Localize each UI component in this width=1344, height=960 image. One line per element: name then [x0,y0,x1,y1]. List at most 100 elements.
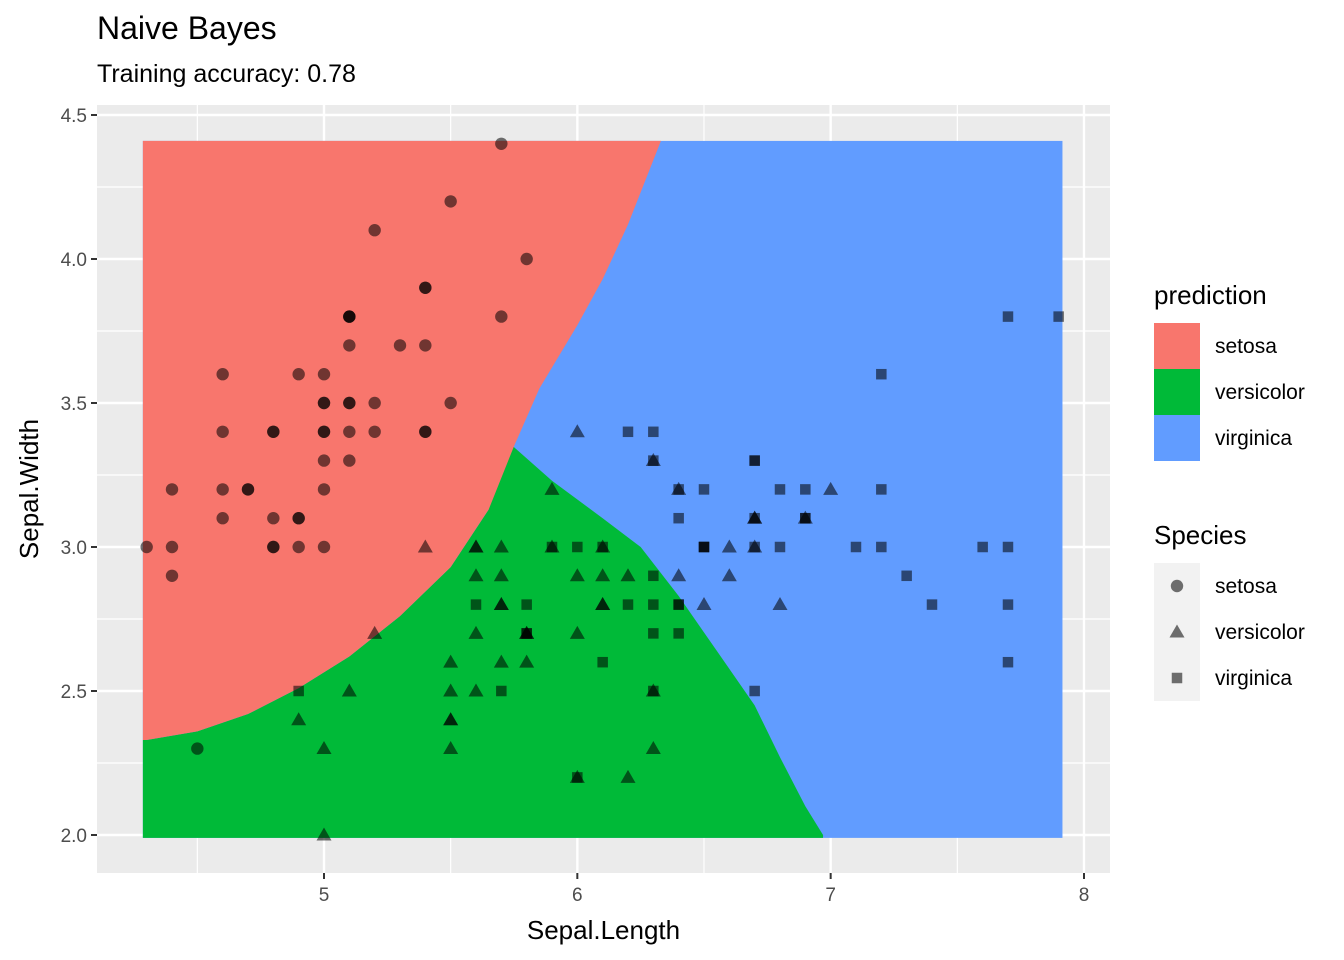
chart-title: Naive Bayes [97,10,277,46]
data-point-setosa [292,368,305,381]
data-point-virginica [622,599,634,610]
data-point-setosa [216,483,229,496]
y-tick-label: 2.0 [61,826,87,847]
data-point-setosa [520,252,533,266]
data-point-setosa [317,368,331,381]
data-point-virginica [1002,311,1014,322]
legend-label-prediction-virginica: virginica [1215,427,1292,450]
data-point-setosa [393,339,407,352]
data-point-setosa [292,540,305,554]
data-point-setosa [317,396,331,410]
data-point-versicolor [291,712,307,726]
data-point-virginica [774,484,786,495]
data-point-versicolor [519,654,535,668]
data-point-versicolor [316,741,332,755]
data-point-versicolor [468,625,484,639]
y-tick-label: 2.5 [61,682,87,703]
legend-label-species-setosa: setosa [1215,575,1277,598]
data-point-versicolor [595,568,611,582]
data-point-virginica [926,599,938,610]
data-point-setosa [368,224,381,237]
x-axis-title: Sepal.Length [527,915,680,945]
data-point-setosa [267,540,280,554]
data-point-versicolor [493,654,509,668]
data-point-versicolor [696,597,712,611]
data-point-virginica [470,599,482,610]
data-point-virginica [622,426,634,438]
series-setosa [140,137,533,755]
data-point-versicolor [443,654,459,668]
data-point-versicolor [443,741,459,755]
chart-subtitle: Training accuracy: 0.78 [97,60,356,88]
data-point-versicolor [417,539,433,553]
data-point-versicolor [468,568,484,582]
data-point-setosa [419,281,432,294]
legend-title-prediction: prediction [1154,280,1267,310]
region-versicolor [142,440,824,838]
data-point-virginica [1053,311,1064,322]
region-setosa [142,140,661,740]
data-point-virginica [521,599,532,610]
data-point-versicolor [823,481,839,495]
data-point-virginica [876,484,887,495]
x-tick-label: 8 [1079,885,1090,906]
data-point-versicolor [595,597,611,611]
data-point-virginica [572,772,583,783]
data-point-versicolor [645,741,661,755]
legend-label-prediction-setosa: setosa [1215,335,1277,358]
data-point-setosa [419,425,432,438]
data-point-virginica [648,426,659,438]
data-point-versicolor [671,568,687,582]
data-point-virginica [521,628,532,639]
axes: 5 6 7 8 2.0 2.5 3.0 3.5 4.0 4.5 Sepal.Length Sepal.… [14,106,1089,945]
data-point-versicolor [721,568,737,582]
data-point-setosa [140,540,153,554]
data-point-virginica [876,368,887,380]
data-point-setosa [165,483,179,496]
data-point-versicolor [620,769,636,783]
data-point-setosa [292,512,305,525]
data-point-versicolor [316,827,332,841]
data-point-virginica [673,512,684,524]
data-point-setosa [241,483,255,496]
data-point-versicolor [772,597,788,611]
data-point-virginica [293,685,304,697]
data-point-virginica [1002,599,1014,610]
legend-label-prediction-versicolor: versicolor [1215,381,1305,404]
data-point-setosa [216,512,229,525]
data-point-setosa [419,339,432,352]
data-point-setosa [495,310,508,323]
x-tick-label: 7 [825,885,836,906]
data-point-virginica [901,570,912,582]
data-point-setosa [368,396,381,410]
data-point-virginica [698,541,710,553]
data-point-virginica [648,628,659,639]
legend: prediction setosa versicolor virginica Speci… [1154,280,1305,701]
data-point-setosa [317,454,331,467]
data-point-setosa [165,540,179,554]
data-point-versicolor [468,539,484,553]
plot-panel [97,105,1110,873]
data-point-versicolor [569,424,585,438]
legend-key-species-virginica [1171,672,1183,684]
data-point-virginica [1002,541,1014,553]
series-virginica [293,311,1064,783]
data-point-setosa [267,512,280,525]
data-point-setosa [343,454,356,467]
data-point-versicolor [620,568,636,582]
data-point-virginica [673,484,684,495]
data-point-versicolor [443,712,459,726]
x-tick-label: 6 [572,885,583,906]
data-point-setosa [444,396,457,410]
data-point-versicolor [569,568,585,582]
data-point-virginica [572,541,583,553]
y-axis-title: Sepal.Width [14,419,44,559]
data-point-virginica [648,685,659,697]
y-tick-label: 4.5 [61,106,87,127]
data-point-setosa [495,137,508,150]
data-point-virginica [673,599,684,610]
data-point-virginica [774,541,786,553]
data-point-virginica [597,541,608,553]
data-point-virginica [698,484,710,495]
